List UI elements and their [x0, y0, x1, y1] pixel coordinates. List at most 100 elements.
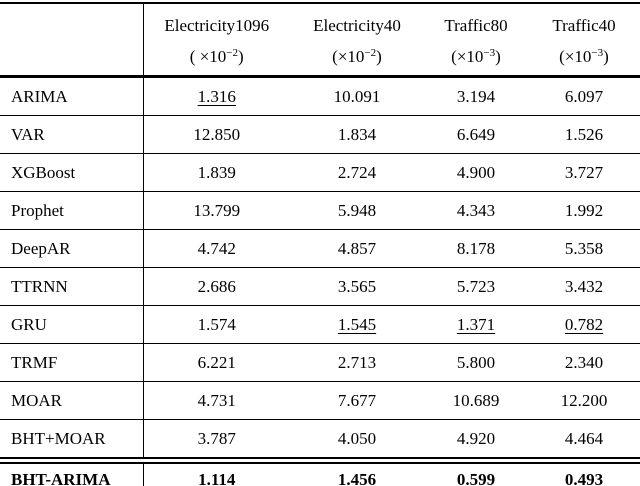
table-row-moar: MOAR 4.731 7.677 10.689 12.200 — [0, 381, 640, 420]
value-cell: 4.900 — [424, 154, 528, 192]
column-scale-exponent: −2 — [364, 46, 377, 59]
metric-value: 2.686 — [197, 276, 236, 296]
value-cell: 3.727 — [528, 154, 640, 192]
row-label: Prophet — [0, 191, 144, 230]
metric-value: 10.689 — [452, 390, 500, 410]
row-label: TTRNN — [0, 267, 144, 306]
value-cell: 10.689 — [424, 382, 528, 420]
metric-value: 5.358 — [564, 238, 604, 258]
metric-value: 6.649 — [456, 124, 496, 144]
table-row-bht+moar: BHT+MOAR 3.787 4.050 4.920 4.464 — [0, 419, 640, 461]
table-row-ttrnn: TTRNN 2.686 3.565 5.723 3.432 — [0, 267, 640, 306]
metric-value: 3.565 — [337, 276, 377, 296]
row-label: BHT+MOAR — [0, 419, 144, 461]
value-cell: 1.839 — [143, 154, 290, 192]
metric-value: 4.343 — [456, 200, 496, 220]
column-name: Traffic80 — [444, 15, 508, 35]
table-row-var: VAR 12.850 1.834 6.649 1.526 — [0, 115, 640, 154]
metric-value: 3.194 — [456, 86, 496, 106]
metric-value: 4.920 — [456, 428, 496, 448]
metric-value: 6.097 — [564, 86, 604, 106]
column-scale: ( ×10−2) — [189, 46, 244, 66]
value-cell: 2.340 — [528, 344, 640, 382]
value-cell: 0.782 — [528, 306, 640, 344]
row-label: TRMF — [0, 343, 144, 382]
metric-value: 3.727 — [564, 162, 604, 182]
value-cell: 4.731 — [143, 382, 290, 420]
table-row-bht-arima: BHT-ARIMA 1.114 1.456 0.599 0.493 — [0, 460, 640, 486]
value-cell: 4.050 — [290, 420, 424, 461]
table-row-trmf: TRMF 6.221 2.713 5.800 2.340 — [0, 343, 640, 382]
metric-value: 12.850 — [193, 124, 241, 144]
metric-value: 5.800 — [456, 352, 496, 372]
metric-value: 1.456 — [337, 469, 377, 486]
table-row-xgboost: XGBoost 1.839 2.724 4.900 3.727 — [0, 153, 640, 192]
corner-cell — [0, 3, 144, 77]
value-cell: 0.493 — [528, 461, 640, 486]
value-cell: 5.948 — [290, 192, 424, 230]
value-cell: 6.221 — [143, 344, 290, 382]
value-cell: 4.857 — [290, 230, 424, 268]
metric-value: 1.992 — [564, 200, 604, 220]
table-row-prophet: Prophet 13.799 5.948 4.343 1.992 — [0, 191, 640, 230]
value-cell: 2.686 — [143, 268, 290, 306]
column-scale-exponent: −2 — [226, 46, 239, 59]
value-cell: 6.649 — [424, 116, 528, 154]
value-cell: 4.464 — [528, 420, 640, 461]
metric-value: 5.948 — [337, 200, 377, 220]
metric-value: 4.857 — [337, 238, 377, 258]
header-row: Electricity1096 ( ×10−2) Electricity40 (×10… — [0, 3, 640, 77]
column-scale-exponent: −3 — [591, 46, 604, 59]
value-cell: 1.456 — [290, 461, 424, 486]
metric-value: 1.526 — [564, 124, 604, 144]
value-cell: 5.358 — [528, 230, 640, 268]
metric-value: 6.221 — [197, 352, 236, 372]
value-cell: 4.343 — [424, 192, 528, 230]
value-cell: 3.432 — [528, 268, 640, 306]
row-label: GRU — [0, 305, 144, 344]
metric-value: 0.599 — [456, 469, 496, 486]
row-label: VAR — [0, 115, 144, 154]
metric-value: 4.900 — [456, 162, 496, 182]
value-cell: 1.992 — [528, 192, 640, 230]
metric-value: 4.731 — [197, 390, 236, 410]
value-cell: 4.742 — [143, 230, 290, 268]
metric-value: 3.787 — [197, 428, 236, 448]
value-cell: 2.724 — [290, 154, 424, 192]
row-label: DeepAR — [0, 229, 144, 268]
metric-value: 2.724 — [337, 162, 377, 182]
metric-value: 2.713 — [337, 352, 377, 372]
metric-value: 4.050 — [337, 428, 377, 448]
value-cell: 1.114 — [143, 461, 290, 486]
table-row-arima: ARIMA 1.316 10.091 3.194 6.097 — [0, 76, 640, 116]
value-cell: 10.091 — [290, 77, 424, 116]
value-cell: 4.920 — [424, 420, 528, 461]
metric-value: 13.799 — [193, 200, 241, 220]
value-cell: 12.850 — [143, 116, 290, 154]
column-header-2: Traffic80 (×10−3) — [424, 3, 528, 77]
value-cell: 13.799 — [143, 192, 290, 230]
metric-value: 1.545 — [337, 314, 377, 334]
value-cell: 3.565 — [290, 268, 424, 306]
row-label: XGBoost — [0, 153, 144, 192]
column-header-3: Traffic40 (×10−3) — [528, 3, 640, 77]
column-name: Traffic40 — [552, 15, 616, 35]
column-scale: (×10−2) — [332, 46, 382, 66]
metric-value: 12.200 — [560, 390, 608, 410]
metric-value: 1.839 — [197, 162, 236, 182]
value-cell: 1.574 — [143, 306, 290, 344]
value-cell: 2.713 — [290, 344, 424, 382]
metric-value: 8.178 — [456, 238, 496, 258]
column-name: Electricity1096 — [164, 15, 270, 35]
value-cell: 1.834 — [290, 116, 424, 154]
metric-value: 0.782 — [564, 314, 604, 334]
value-cell: 6.097 — [528, 77, 640, 116]
metric-value: 1.834 — [337, 124, 377, 144]
value-cell: 5.723 — [424, 268, 528, 306]
value-cell: 5.800 — [424, 344, 528, 382]
metric-value: 5.723 — [456, 276, 496, 296]
metric-value: 7.677 — [337, 390, 377, 410]
metric-value: 2.340 — [564, 352, 604, 372]
